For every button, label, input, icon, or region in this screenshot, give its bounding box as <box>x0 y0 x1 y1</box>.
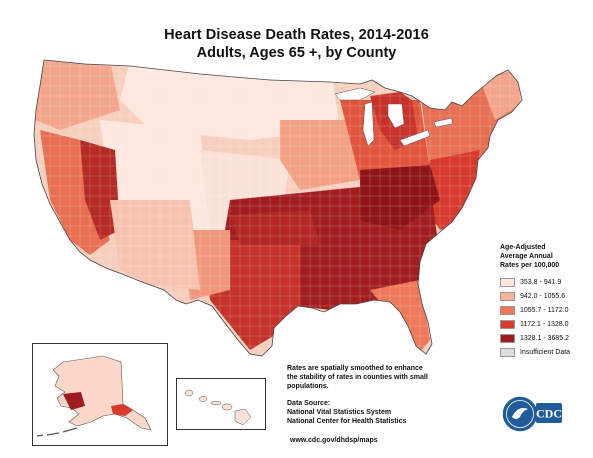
region-pacific-northwest <box>35 60 120 130</box>
legend-swatch <box>500 291 515 301</box>
legend-swatch <box>500 333 515 343</box>
alaska-map <box>36 355 152 437</box>
region-central-plains <box>280 120 360 190</box>
map-title-block: Heart Disease Death Rates, 2014-2016 Adu… <box>0 26 593 62</box>
legend-swatch <box>500 319 515 329</box>
region-appalachia <box>360 165 440 230</box>
cdc-text: CDC <box>536 407 562 421</box>
data-source-line: National Vital Statistics System <box>287 409 392 416</box>
data-source-title: Data Source: <box>287 400 331 407</box>
hawaii-inset <box>176 378 266 430</box>
legend-title: Age-Adjusted Average Annual Rates per 10… <box>500 243 590 270</box>
hawaii-island-molokai <box>210 400 222 406</box>
smoothing-note: Rates are spatially smoothed to enhance … <box>287 364 487 391</box>
us-outline <box>33 59 523 357</box>
region-california <box>40 130 110 255</box>
hhs-seal-inner <box>506 400 534 428</box>
alaska-shape <box>52 355 152 431</box>
region-nevada <box>80 140 120 240</box>
legend-title-line: Rates per 100,000 <box>500 262 560 269</box>
smoothing-note-line: Rates are spatially smoothed to enhance <box>287 365 423 372</box>
lake-michigan <box>362 101 375 147</box>
legend-label: 1172.1 - 1328.0 <box>520 320 569 328</box>
map-notes: Rates are spatially smoothed to enhance … <box>287 364 487 426</box>
legend-swatch <box>500 277 515 287</box>
hawaii-island-kauai <box>184 389 194 397</box>
great-lakes <box>334 87 453 147</box>
lake-huron <box>387 103 405 129</box>
cdc-logo: CDC <box>501 395 562 433</box>
legend-item: 942.0 - 1055.6 <box>500 290 590 302</box>
hawaii-island-big <box>234 408 252 426</box>
hawaii-island-oahu <box>198 396 208 402</box>
data-source-line: National Center for Health Statistics <box>287 418 407 425</box>
legend-swatch <box>500 347 515 357</box>
aleutian-islands <box>36 427 78 437</box>
website-link[interactable]: www.cdc.gov/dhdsp/maps <box>290 437 378 444</box>
map-legend: Age-Adjusted Average Annual Rates per 10… <box>500 243 590 360</box>
legend-label: 942.0 - 1055.6 <box>520 292 566 300</box>
region-southwest <box>110 200 200 290</box>
legend-label: 1328.1 - 3685.2 <box>520 334 570 342</box>
lake-superior <box>334 87 376 101</box>
region-oklahoma <box>230 210 320 245</box>
region-new-england <box>480 70 520 120</box>
map-title: Heart Disease Death Rates, 2014-2016 <box>164 27 429 43</box>
legend-label: 1055.7 - 1172.0 <box>520 306 569 314</box>
map-subtitle: Adults, Ages 65 +, by County <box>196 45 397 61</box>
legend-item: Insufficient Data <box>500 346 590 358</box>
legend-title-line: Age-Adjusted <box>500 244 546 251</box>
cdc-box <box>536 403 562 423</box>
lake-erie <box>399 129 431 147</box>
hawaii-map <box>184 389 252 426</box>
hhs-eagle-icon <box>512 408 528 419</box>
legend-label: 353.8 - 941.9 <box>520 278 562 286</box>
legend-swatch <box>500 305 515 315</box>
alaska-inset <box>32 343 168 446</box>
legend-label: Insufficient Data <box>520 348 571 356</box>
legend-item: 1055.7 - 1172.0 <box>500 304 590 316</box>
legend-item: 353.8 - 941.9 <box>500 276 590 288</box>
lake-ontario <box>433 117 453 128</box>
hawaii-island-maui <box>221 403 233 411</box>
alaska-southwest-region <box>63 392 85 410</box>
contiguous-us <box>34 60 522 356</box>
alaska-southeast-region <box>111 404 133 416</box>
legend-item: 1172.1 - 1328.0 <box>500 318 590 330</box>
smoothing-note-line: the stability of rates in counties with … <box>287 374 428 381</box>
legend-item: 1328.1 - 3685.2 <box>500 332 590 344</box>
smoothing-note-line: populations. <box>287 383 329 390</box>
legend-title-line: Average Annual <box>500 253 553 260</box>
